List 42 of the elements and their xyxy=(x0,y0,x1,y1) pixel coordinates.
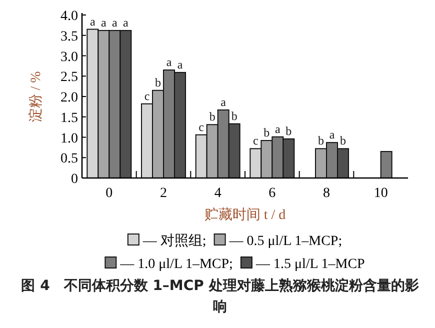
data-label: a xyxy=(90,14,96,28)
data-label: a xyxy=(123,15,130,30)
data-label: a xyxy=(177,57,184,72)
data-label: a xyxy=(275,122,282,136)
data-label: b xyxy=(318,134,324,148)
data-label: b xyxy=(155,75,161,90)
data-label: c xyxy=(144,88,150,103)
data-label: a xyxy=(112,15,118,30)
data-label: a xyxy=(101,15,108,30)
data-label: b xyxy=(340,134,346,148)
data-label: a xyxy=(220,94,227,109)
x-axis-title: 贮藏时间 t / d xyxy=(204,207,286,223)
x-tick-label: 10 xyxy=(374,186,388,201)
x-tick-label: 4 xyxy=(214,186,222,201)
y-axis-title: 淀粉 / % xyxy=(28,70,44,122)
data-label: a xyxy=(166,55,172,70)
data-label: b xyxy=(286,124,292,138)
legend-label: — 对照组; xyxy=(142,233,206,249)
x-tick-label: 8 xyxy=(323,186,330,201)
x-tick-label: 2 xyxy=(160,186,167,201)
y-tick-label: 3.5 xyxy=(60,29,78,44)
y-tick-label: 4.0 xyxy=(60,9,78,24)
caption: 图 4 不同体积分数 1–MCP 处理对藤上熟猕猴桃淀粉含量的影响 xyxy=(20,276,420,317)
y-tick-label: 2.5 xyxy=(60,70,78,86)
y-tick-label: 1.5 xyxy=(60,110,78,126)
data-label: c xyxy=(253,134,258,148)
bar xyxy=(380,151,392,178)
legend-label: — 1.0 μl/L 1–MCP; xyxy=(119,257,233,272)
y-tick-label: 3.0 xyxy=(60,50,78,65)
data-label: a xyxy=(329,128,336,142)
data-label: c xyxy=(198,120,204,134)
data-label: b xyxy=(264,126,270,140)
data-label: b xyxy=(231,108,238,123)
y-tick-label: 2.0 xyxy=(60,90,78,106)
y-tick-label: 1.0 xyxy=(60,131,78,146)
legend-label: — 1.5 μl/L 1–MCP xyxy=(254,257,366,272)
y-tick-label: 0.5 xyxy=(60,152,78,167)
y-tick-label: 0 xyxy=(71,172,78,187)
x-tick-label: 6 xyxy=(268,186,276,201)
x-tick-label: 0 xyxy=(106,186,113,201)
data-label: b xyxy=(209,110,216,124)
legend-label: — 0.5 μl/L 1–MCP; xyxy=(228,234,342,249)
